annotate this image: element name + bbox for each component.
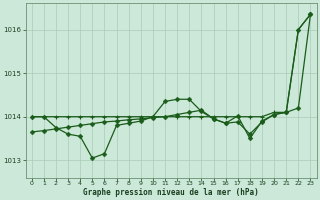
X-axis label: Graphe pression niveau de la mer (hPa): Graphe pression niveau de la mer (hPa)	[83, 188, 259, 197]
